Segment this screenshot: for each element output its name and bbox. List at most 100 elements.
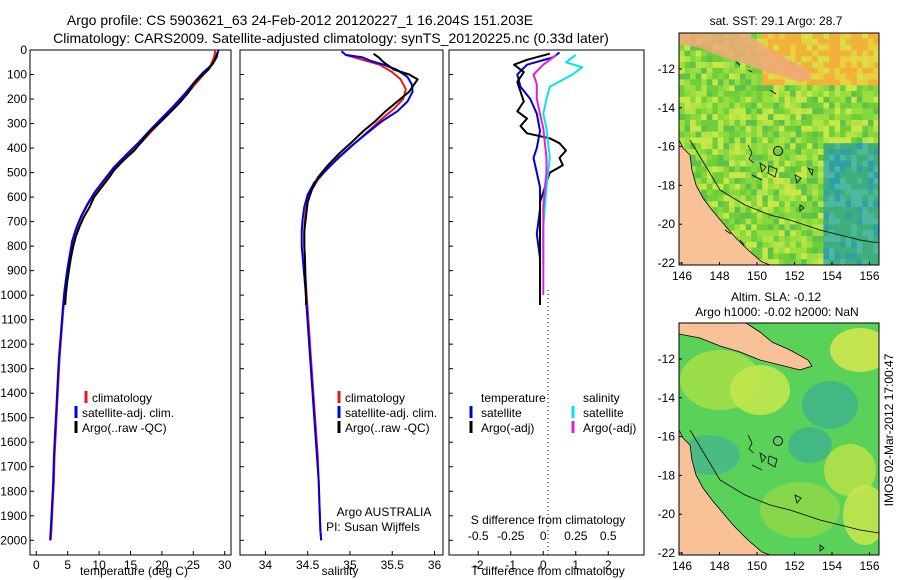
sst-cell [756, 131, 763, 138]
sst-cell [779, 212, 785, 219]
sst-cell [856, 241, 863, 248]
sst-cell [817, 85, 824, 92]
sst-cell [712, 172, 719, 179]
sst-cell [723, 201, 730, 208]
sst-cell [701, 108, 708, 115]
sst-cell [851, 33, 858, 40]
sst-cell [729, 79, 735, 86]
sst-cell [734, 96, 741, 103]
sst-cell [829, 236, 835, 243]
sst-cell [856, 143, 863, 150]
sst-cell [767, 241, 774, 248]
sst-cell [767, 236, 774, 243]
sst-cell [856, 166, 863, 173]
sla-field-blobs [680, 328, 879, 545]
sst-cell [723, 79, 730, 86]
temperature-series-argo-raw-qc- [64, 52, 219, 306]
sst-cell [762, 247, 769, 254]
sst-cell [801, 241, 808, 248]
sst-cell [806, 120, 813, 127]
sst-cell [745, 201, 752, 208]
sst-cell [862, 253, 869, 260]
sst-cell [823, 201, 830, 208]
sst-cell [834, 149, 841, 156]
sst-cell [817, 143, 824, 150]
sst-cell [862, 247, 869, 254]
sst-cell [717, 154, 724, 161]
sst-cell [845, 259, 852, 265]
sst-cell [790, 195, 796, 202]
sst-cell [751, 207, 758, 214]
temperature-ytick-label-19: 1900 [0, 509, 27, 523]
sst-cell [812, 33, 819, 40]
sst-cell [812, 183, 819, 190]
sst-cell [784, 224, 791, 231]
sst-cell [856, 224, 863, 231]
sst-cell [817, 207, 824, 214]
sst-cell [751, 247, 758, 254]
sst-cell [740, 108, 746, 115]
salinity-series-argo-raw-qc- [303, 52, 419, 305]
sst-cell [867, 120, 874, 127]
figure-title-line-2: Climatology: CARS2009. Satellite-adjuste… [53, 30, 609, 46]
sst-cell [756, 79, 763, 86]
sst-cell [751, 212, 758, 219]
sst-cell [862, 73, 869, 80]
sst-cell [773, 96, 780, 103]
sst-cell [712, 160, 719, 167]
sst-cell [845, 96, 852, 103]
sst-cell [856, 189, 863, 196]
sst-cell [801, 114, 808, 121]
sst-cell [851, 143, 858, 150]
sst-cell [851, 166, 858, 173]
temperature-ytick-label-3: 300 [7, 117, 27, 131]
sst-cell [723, 172, 730, 179]
sst-cell [856, 149, 863, 156]
sst-cell [751, 195, 758, 202]
sst-cell [812, 241, 819, 248]
sst-cell [829, 85, 835, 92]
sst-cell [784, 230, 791, 237]
sst-cell [806, 166, 813, 173]
sst-cell [679, 108, 685, 115]
sst-cell [873, 241, 879, 248]
sst-cell [740, 160, 746, 167]
sst-cell [773, 160, 780, 167]
sst-cell [762, 79, 769, 86]
sst-cell [817, 241, 824, 248]
sst-cell [867, 183, 874, 190]
sst-cell [856, 114, 863, 121]
sst-cell [834, 102, 841, 109]
sst-cell [845, 33, 852, 40]
sst-cell [779, 96, 785, 103]
sst-cell [767, 91, 774, 98]
sst-reef-outlines [747, 144, 814, 212]
sst-cell [751, 137, 758, 144]
sst-cell [795, 241, 802, 248]
sst-cell [862, 154, 869, 161]
sst-cell [790, 50, 796, 57]
sst-cell [817, 247, 824, 254]
sst-cell [851, 178, 858, 185]
sst-cell [834, 195, 841, 202]
sst-cell [806, 154, 813, 161]
sst-cell [706, 102, 713, 109]
sst-cell [823, 108, 830, 115]
sst-cell [812, 224, 819, 231]
sst-cell [806, 85, 813, 92]
sst-cell [790, 178, 796, 185]
sst-cell [790, 125, 796, 132]
sst-cell [784, 44, 791, 51]
sst-cell [812, 195, 819, 202]
sst-cell [790, 44, 796, 51]
sst-cell [829, 224, 835, 231]
figure-title-line-1: Argo profile: CS 5903621_63 24-Feb-2012 … [67, 12, 533, 28]
sst-cell [740, 114, 746, 121]
sst-cell [812, 114, 819, 121]
sst-cell [690, 67, 696, 74]
sst-argo-position-marker [773, 146, 783, 156]
temperature-ytick-label-1: 100 [7, 68, 27, 82]
sst-cell [684, 50, 691, 57]
difference-xtick-label-0: -2 [473, 558, 484, 572]
sst-cell [756, 91, 763, 98]
